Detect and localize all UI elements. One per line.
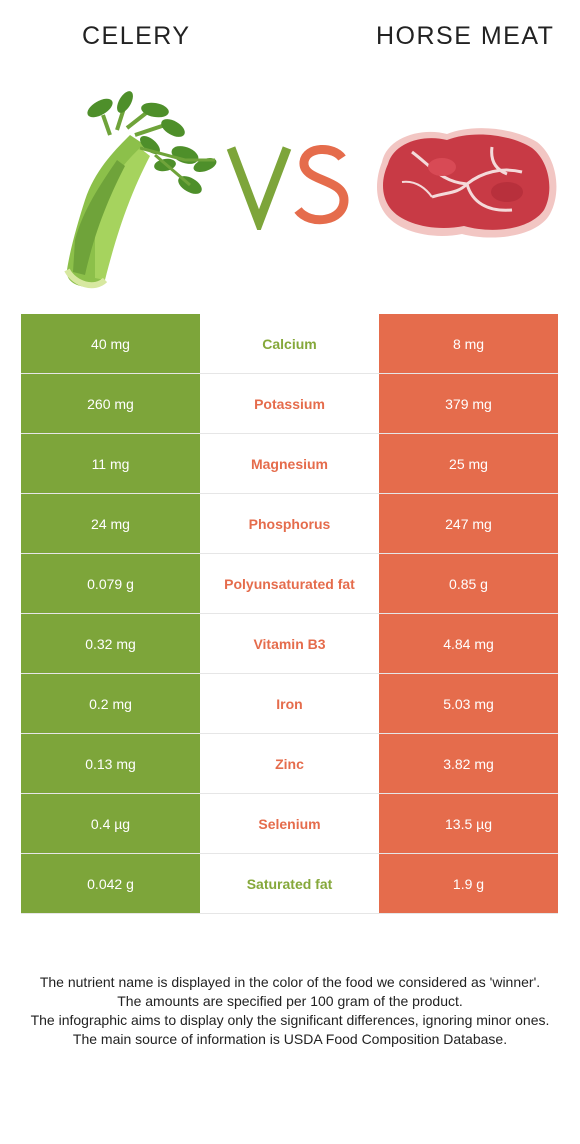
horse-meat-value: 379 mg [379,373,558,434]
horse-meat-value: 247 mg [379,493,558,554]
nutrient-name: Vitamin B3 [200,613,379,674]
horse-meat-value: 8 mg [379,314,558,374]
celery-value: 0.32 mg [21,613,200,674]
nutrient-name: Polyunsaturated fat [200,553,379,614]
table-row: 0.4 µg Selenium 13.5 µg [21,793,558,854]
table-row: 11 mg Magnesium 25 mg [21,433,558,494]
nutrient-name: Magnesium [200,433,379,494]
celery-value: 0.042 g [21,853,200,914]
nutrient-name: Selenium [200,793,379,854]
table-row: 40 mg Calcium 8 mg [21,314,558,374]
footer-line: The infographic aims to display only the… [30,1012,550,1028]
table-row: 0.13 mg Zinc 3.82 mg [21,733,558,794]
horse-meat-value: 0.85 g [379,553,558,614]
celery-title: CELERY [82,22,191,50]
horse-meat-value: 5.03 mg [379,673,558,734]
horse-meat-title: HORSE MEAT [376,22,555,50]
celery-value: 0.2 mg [21,673,200,734]
footer-line: The amounts are specified per 100 gram o… [117,993,463,1009]
celery-value: 260 mg [21,373,200,434]
table-row: 0.2 mg Iron 5.03 mg [21,673,558,734]
nutrient-name: Zinc [200,733,379,794]
nutrient-name: Potassium [200,373,379,434]
footer-line: The nutrient name is displayed in the co… [39,974,541,990]
celery-value: 0.4 µg [21,793,200,854]
celery-image [64,91,217,289]
celery-value: 11 mg [21,433,200,494]
horse-meat-value: 3.82 mg [379,733,558,794]
horse-meat-value: 1.9 g [379,853,558,914]
celery-value: 40 mg [21,314,200,374]
nutrient-name: Iron [200,673,379,734]
table-row: 0.079 g Polyunsaturated fat 0.85 g [21,553,558,614]
horse-meat-value: 13.5 µg [379,793,558,854]
footer-line: The main source of information is USDA F… [72,1031,508,1047]
table-row: 24 mg Phosphorus 247 mg [21,493,558,554]
table-row: 0.042 g Saturated fat 1.9 g [21,853,558,914]
horse-meat-image [377,128,557,238]
celery-value: 0.079 g [21,553,200,614]
footer-notes: The nutrient name is displayed in the co… [20,973,560,1049]
nutrient-name: Saturated fat [200,853,379,914]
horse-meat-value: 25 mg [379,433,558,494]
table-row: 260 mg Potassium 379 mg [21,373,558,434]
vs-graphic [226,145,349,230]
table-row: 0.32 mg Vitamin B3 4.84 mg [21,613,558,674]
comparison-table: 40 mg Calcium 8 mg 260 mg Potassium 379 mg 11 … [21,314,558,914]
celery-value: 0.13 mg [21,733,200,794]
celery-value: 24 mg [21,493,200,554]
nutrient-name: Calcium [200,314,379,374]
horse-meat-value: 4.84 mg [379,613,558,674]
nutrient-name: Phosphorus [200,493,379,554]
